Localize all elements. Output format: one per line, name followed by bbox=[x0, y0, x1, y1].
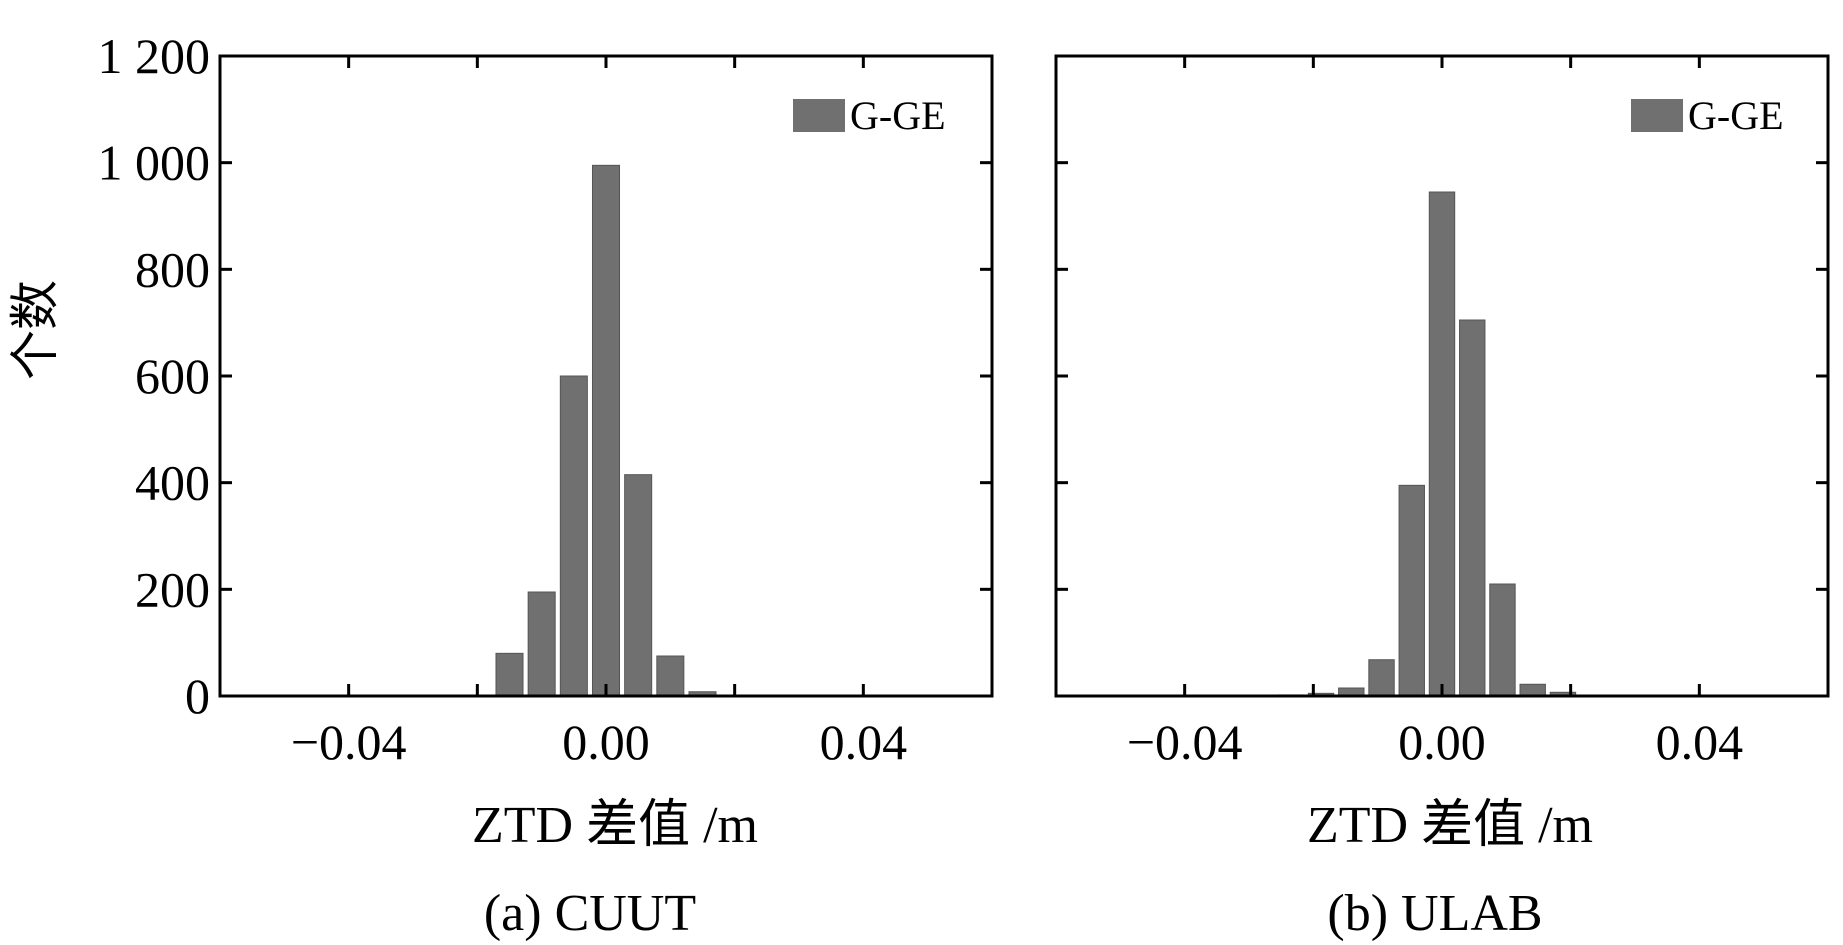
panel-a-x-tick-label: 0.00 bbox=[562, 714, 650, 770]
panel-a-x-tick-label: 0.04 bbox=[820, 714, 908, 770]
panel-a-y-tick-label: 0 bbox=[185, 668, 210, 724]
panel-b-legend-swatch bbox=[1631, 99, 1683, 132]
panel-a-x-axis-label: ZTD 差值 /m bbox=[472, 797, 758, 854]
panel-a-y-ticks: 0 200 400 600 800 1 000 1 200 bbox=[98, 28, 992, 724]
panel-a-y-tick-label: 1 000 bbox=[98, 135, 211, 191]
panel-b-x-tick-label: 0.04 bbox=[1656, 714, 1744, 770]
panel-a-y-tick-label: 600 bbox=[135, 348, 210, 404]
panel-a-x-ticks: −0.04 0.00 0.04 bbox=[291, 56, 907, 770]
y-axis-label: 个数 bbox=[7, 280, 63, 380]
panel-a: 0 200 400 600 800 1 000 1 200 −0.04 0.00 0.04 G-… bbox=[98, 28, 994, 942]
panel-a-caption: (a) CUUT bbox=[484, 885, 696, 942]
panel-b-bar bbox=[1489, 583, 1516, 697]
panel-b-caption: (b) ULAB bbox=[1327, 885, 1542, 942]
panel-a-legend-label: G-GE bbox=[850, 93, 946, 138]
panel-a-x-tick-label: −0.04 bbox=[291, 714, 407, 770]
panel-a-y-tick-label: 200 bbox=[135, 561, 210, 617]
panel-b-bar bbox=[1519, 683, 1546, 697]
panel-a-bars bbox=[495, 164, 717, 697]
panel-b-x-ticks: −0.04 0.00 0.04 bbox=[1127, 56, 1743, 770]
panel-a-bar bbox=[495, 652, 524, 697]
panel-a-bar bbox=[559, 375, 588, 697]
panel-a-y-tick-label: 1 200 bbox=[98, 28, 211, 84]
panel-a-legend: G-GE bbox=[793, 93, 946, 138]
panel-b-bars bbox=[1277, 191, 1577, 697]
panel-b-bar bbox=[1459, 319, 1486, 697]
panel-b-legend-label: G-GE bbox=[1688, 93, 1784, 138]
panel-b-legend: G-GE bbox=[1631, 93, 1784, 138]
panel-b-bar bbox=[1398, 484, 1425, 697]
panel-a-bar bbox=[591, 164, 621, 697]
panel-b-x-tick-label: 0.00 bbox=[1398, 714, 1486, 770]
panel-a-bar bbox=[527, 591, 556, 697]
panel-a-y-tick-label: 400 bbox=[135, 455, 210, 511]
panel-b: −0.04 0.00 0.04 G-GE ZTD 差值 /m (b) ULAB bbox=[1054, 54, 1830, 942]
panel-b-x-tick-label: −0.04 bbox=[1127, 714, 1243, 770]
panel-a-y-tick-label: 800 bbox=[135, 241, 210, 297]
panel-b-bar bbox=[1368, 659, 1395, 697]
panel-b-bar bbox=[1428, 191, 1456, 697]
panel-a-bar bbox=[624, 474, 653, 697]
panel-b-y-ticks bbox=[1056, 54, 1828, 698]
panel-b-x-axis-label: ZTD 差值 /m bbox=[1307, 797, 1593, 854]
panel-a-bar bbox=[656, 655, 685, 697]
panel-a-legend-swatch bbox=[793, 99, 845, 132]
